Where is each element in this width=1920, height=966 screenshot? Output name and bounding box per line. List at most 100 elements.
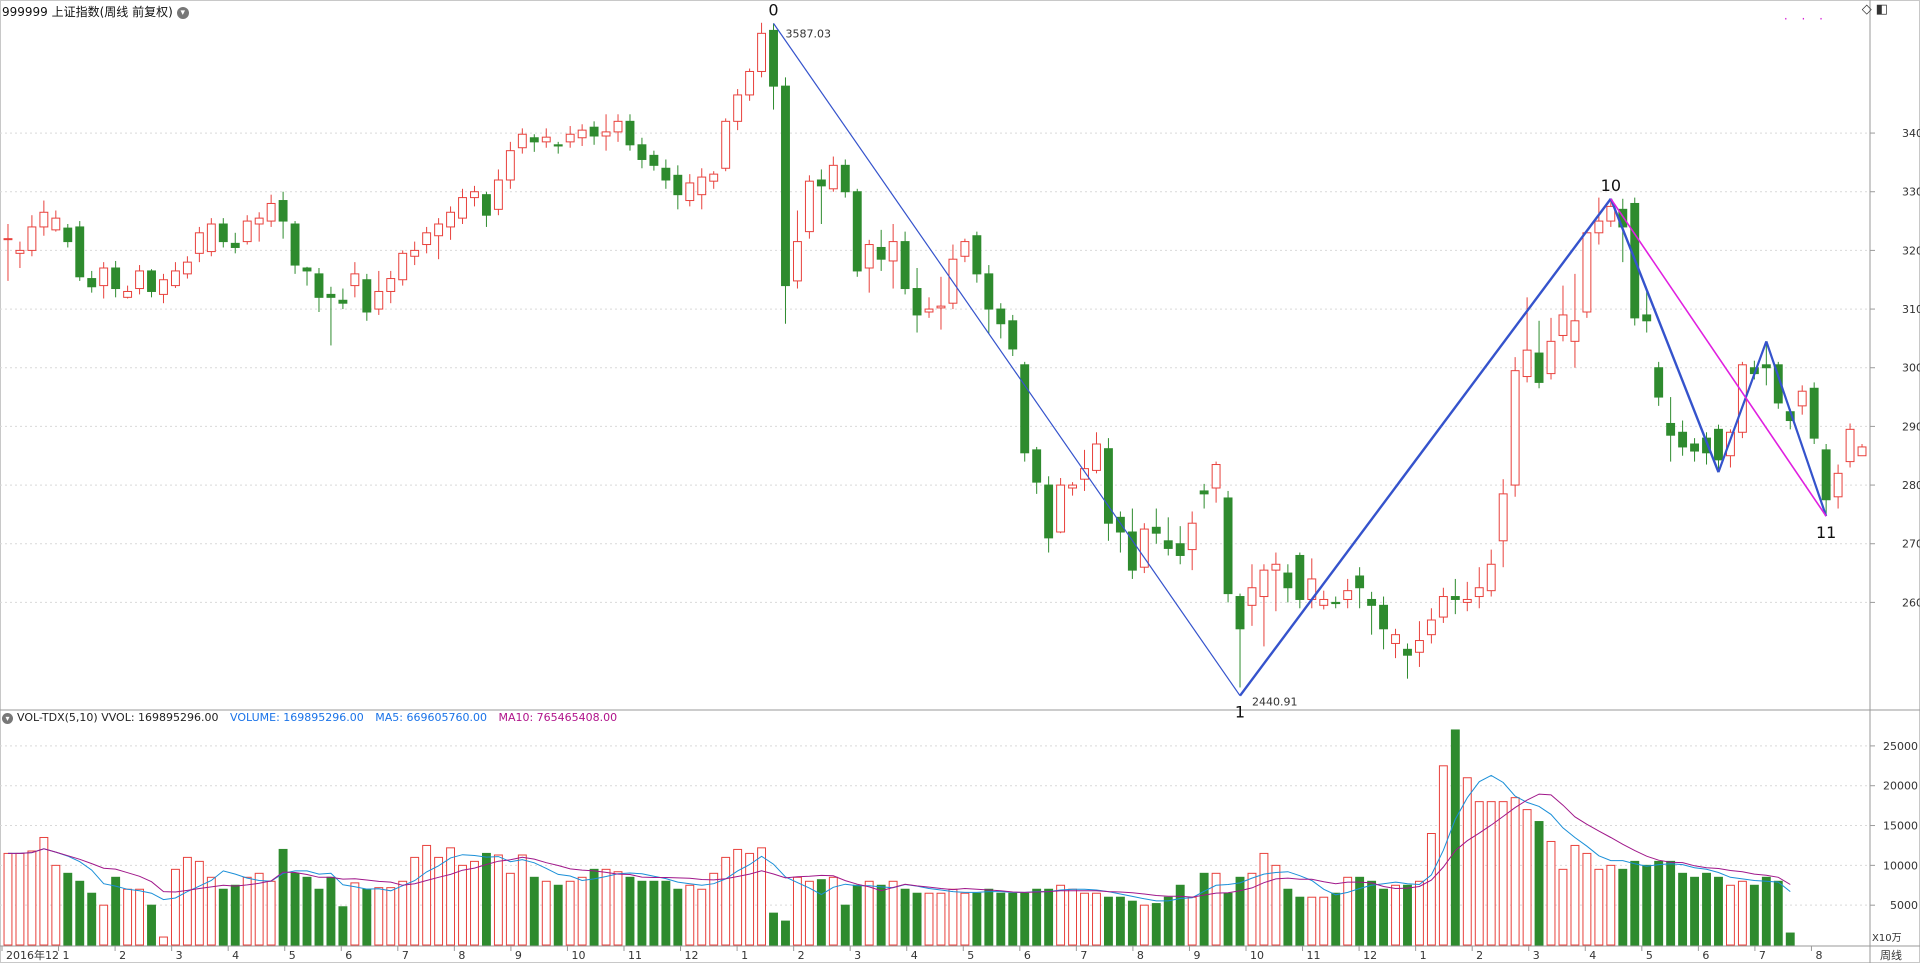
candle-body <box>1056 484 1066 533</box>
volume-bar <box>1570 844 1580 946</box>
chevron-down-icon[interactable]: ▾ <box>176 6 189 19</box>
volume-bar <box>900 888 910 946</box>
candle-body <box>1367 598 1377 606</box>
ma10-value: MA10: 765465408.00 <box>498 711 618 724</box>
candle-body <box>804 180 814 233</box>
candle-body <box>75 226 85 278</box>
trend-line <box>1609 198 1720 473</box>
candle-body <box>1414 640 1424 653</box>
time-tick-label: 6 <box>1702 949 1709 962</box>
candle-body <box>470 191 479 199</box>
volume-bar <box>589 868 599 946</box>
volume-bar <box>505 872 515 946</box>
volume-bar <box>757 847 767 946</box>
volume-bar <box>960 892 970 946</box>
candle-body <box>601 131 611 137</box>
volume-bar <box>51 864 61 946</box>
candle-body <box>781 85 790 287</box>
wave-label: 1 <box>1235 703 1245 722</box>
volume-unit-label: X10万 <box>1872 933 1902 944</box>
volume-bar <box>1367 880 1377 946</box>
candle-body <box>446 211 456 228</box>
chevron-down-icon[interactable]: ▾ <box>2 712 13 724</box>
volume-bar <box>1737 880 1747 946</box>
candle-body <box>840 164 850 193</box>
trend-line <box>1717 340 1768 473</box>
volume-bar <box>1103 896 1113 946</box>
volume-bar <box>338 906 348 946</box>
time-tick-label: 7 <box>1080 949 1087 962</box>
candle-body <box>230 242 240 248</box>
volume-bar <box>1092 892 1101 946</box>
panel-toggle-icon[interactable]: ◧ <box>1875 2 1892 17</box>
candle-body <box>1211 464 1221 489</box>
volume-bar <box>1163 896 1173 946</box>
time-tick-label: 11 <box>1307 949 1321 962</box>
volume-bar <box>1271 864 1281 946</box>
candle-body <box>1379 604 1389 630</box>
candle-body <box>769 29 778 87</box>
time-tick-label: 2 <box>798 949 805 962</box>
candle-body <box>852 191 862 272</box>
diamond-icon[interactable]: ◇ <box>1861 2 1876 17</box>
time-tick-label: 12 <box>685 949 699 962</box>
candle-body <box>1271 563 1281 571</box>
candle-body <box>637 144 647 160</box>
time-tick-label: 1 <box>741 949 748 962</box>
volume-bar <box>1247 872 1257 946</box>
volume-bar <box>1295 896 1305 946</box>
volume-bar <box>1115 896 1125 946</box>
candle-body <box>673 174 683 196</box>
volume-bar <box>1606 864 1616 946</box>
price-tick-label: 2800 <box>1902 479 1920 492</box>
chart-title-bar: 999999 上证指数(周线 前复权) ▾ <box>2 3 189 20</box>
time-tick-label: 8 <box>458 949 465 962</box>
trend-line <box>773 23 1241 697</box>
candle-body <box>577 129 587 139</box>
candle-body <box>266 202 276 222</box>
volume-bar <box>852 884 862 946</box>
volume-bar <box>541 880 551 946</box>
vvol-value: VVOL: 169895296.00 <box>101 711 219 724</box>
volume-bar <box>1199 872 1209 946</box>
volume-bar <box>876 884 886 946</box>
top-right-icons: ◇◧ <box>1862 2 1892 17</box>
volume-bar <box>446 847 456 946</box>
volume-bar <box>673 888 683 946</box>
candle-body <box>1498 493 1508 542</box>
volume-bar <box>601 868 611 946</box>
volume-bar <box>182 856 192 946</box>
volume-bar <box>769 912 778 946</box>
volume-bar <box>1403 884 1412 946</box>
volume-header: ▾ VOL-TDX(5,10) VVOL: 169895296.00 VOLUME… <box>2 711 617 724</box>
volume-bar <box>170 868 180 946</box>
candle-body <box>290 223 300 266</box>
drawing-tool-indicator: · · · <box>1783 12 1828 26</box>
candle-body <box>1283 572 1293 589</box>
candle-body <box>374 290 384 310</box>
volume-bar <box>721 856 731 946</box>
volume-bar <box>1044 888 1054 946</box>
volume-bar <box>781 920 790 946</box>
candle-body <box>1080 468 1089 480</box>
trough-price-label: 2440.91 <box>1252 696 1298 709</box>
volume-bar <box>1355 876 1365 946</box>
candle-body <box>960 241 970 257</box>
candle-body <box>1678 431 1688 448</box>
time-tick-label: 7 <box>1759 949 1766 962</box>
volume-indicator-name: VOL-TDX(5,10) <box>17 711 98 724</box>
time-tick-label: 4 <box>232 949 239 962</box>
candle-body <box>410 249 420 257</box>
volume-bar <box>1426 833 1436 946</box>
volume-bar <box>99 904 109 946</box>
time-tick-label: 2 <box>1476 949 1483 962</box>
volume-bar <box>936 892 946 946</box>
candle-body <box>972 235 982 275</box>
volume-bar <box>984 888 994 946</box>
candle-body <box>1714 428 1723 461</box>
trend-line <box>1765 340 1828 517</box>
volume-tick-label: 5000 <box>1890 899 1918 912</box>
volume-bar <box>553 884 563 946</box>
volume-bar <box>565 880 575 946</box>
